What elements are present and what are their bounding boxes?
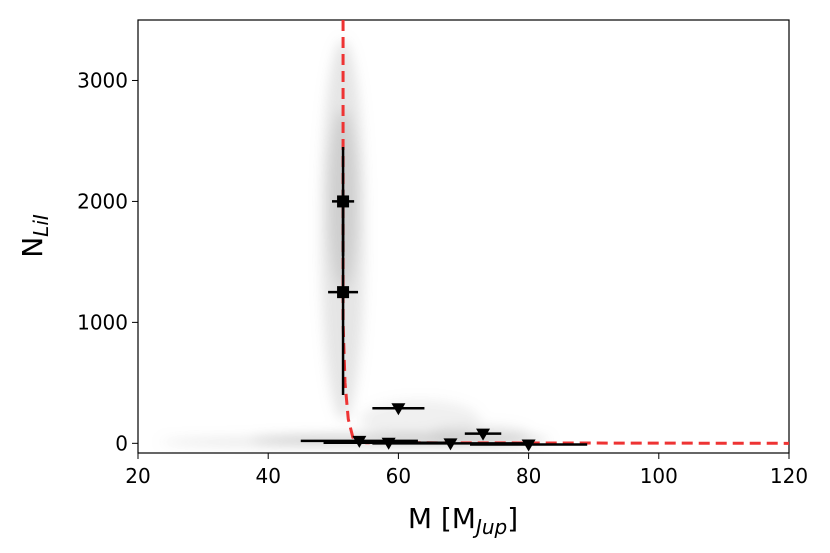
model-curve: [341, 20, 790, 445]
y-axis-label: NLiI: [16, 214, 53, 258]
y-tick-label: 3000: [77, 68, 128, 92]
y-tick-label: 2000: [77, 189, 128, 213]
x-tick-label: 100: [640, 464, 678, 488]
y-tick-label: 0: [115, 431, 128, 455]
upper-limit-marker: [443, 438, 458, 451]
upper-limit-marker: [476, 428, 491, 441]
x-tick-label: 80: [516, 464, 541, 488]
x-tick-label: 60: [386, 464, 411, 488]
y-tick-label: 1000: [77, 310, 128, 334]
upper-limit-marker: [521, 439, 536, 452]
x-tick-label: 40: [255, 464, 280, 488]
plot-frame: [137, 19, 790, 454]
upper-limit-marker: [391, 403, 406, 416]
x-axis-label: M [MJup]: [408, 502, 518, 539]
detection-marker: [337, 286, 350, 299]
sample-cloud: [160, 40, 550, 445]
x-tick-label: 20: [125, 464, 150, 488]
x-tick-label: 120: [770, 464, 808, 488]
